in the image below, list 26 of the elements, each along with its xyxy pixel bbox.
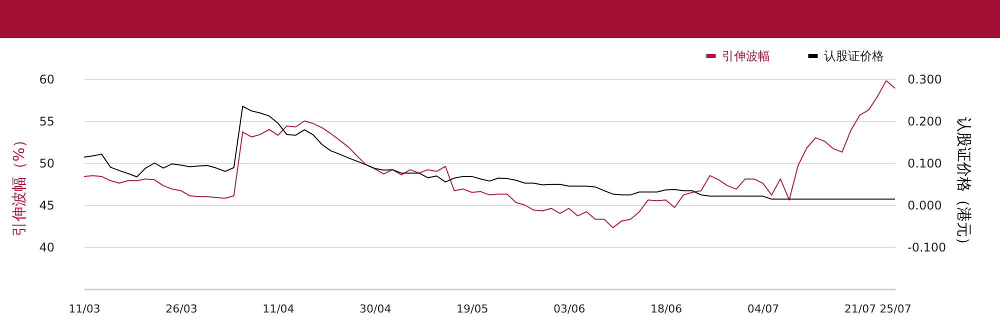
y-tick-label: 60 — [39, 72, 54, 86]
x-tick-label: 11/04 — [262, 302, 294, 316]
x-tick-label: 19/05 — [456, 302, 488, 316]
y-tick-label: 50 — [39, 156, 54, 170]
x-tick-label: 26/03 — [166, 302, 198, 316]
y-tick-label: 45 — [39, 198, 54, 212]
y-tick-label: 40 — [39, 240, 54, 254]
y2-axis-title: 认股证价格（港元） — [955, 117, 974, 252]
line-series — [84, 80, 896, 228]
x-tick-label: 25/07 — [880, 302, 912, 316]
x-tick-label: 30/04 — [360, 302, 392, 316]
y2-tick-label: 0.300 — [908, 72, 942, 86]
x-tick-label: 21/07 — [844, 302, 876, 316]
x-tick-label: 04/07 — [747, 302, 780, 316]
x-tick-label: 18/06 — [650, 302, 682, 316]
line-series — [84, 106, 896, 200]
y-tick-label: 55 — [39, 114, 54, 128]
y2-tick-label: 0.000 — [908, 198, 942, 212]
x-tick-label: 03/06 — [553, 302, 586, 316]
y-axis-title: 引伸波幅（%） — [10, 132, 28, 237]
legend-label: 认股证价格 — [824, 49, 884, 63]
legend-label: 引伸波幅 — [722, 49, 770, 63]
x-tick-label: 11/03 — [68, 302, 100, 316]
y2-tick-label: 0.100 — [908, 156, 942, 170]
y2-tick-label: -0.100 — [908, 240, 946, 254]
y2-tick-label: 0.200 — [908, 114, 942, 128]
